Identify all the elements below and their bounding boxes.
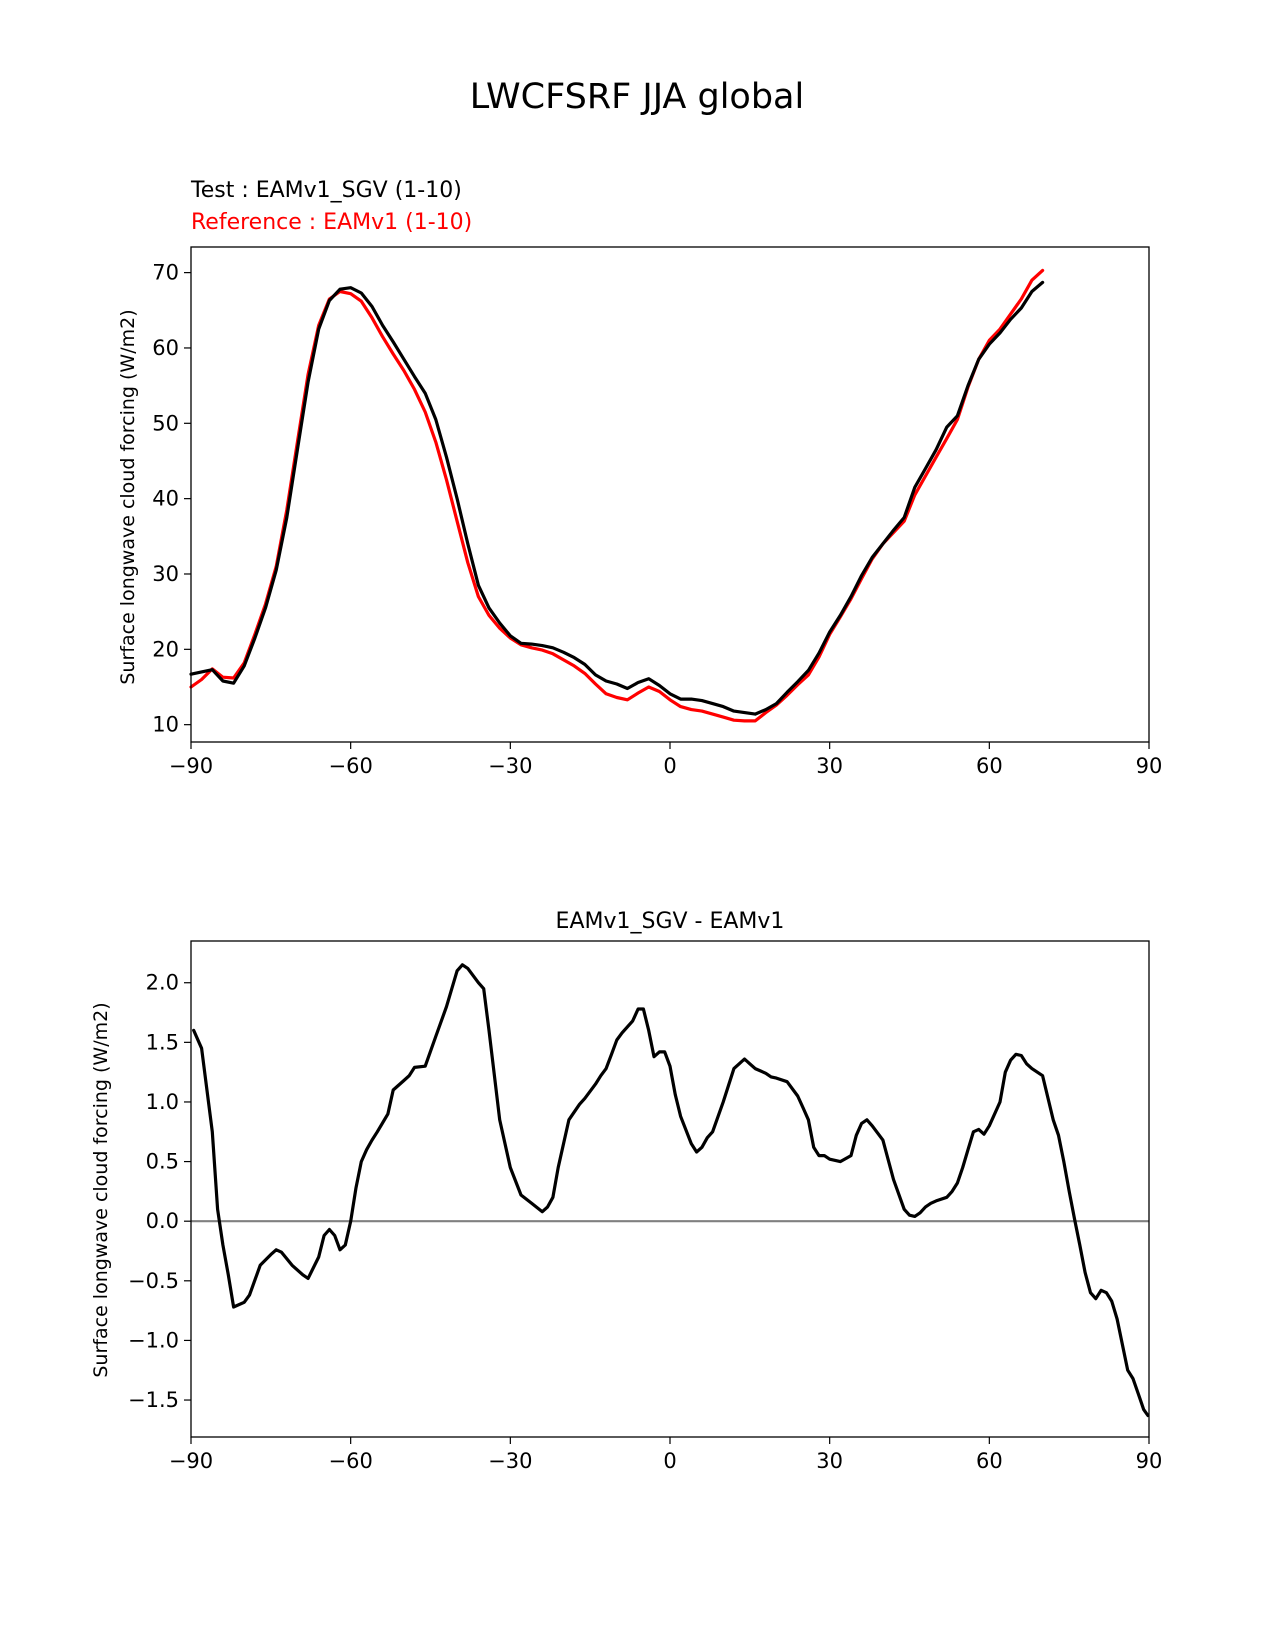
bottom-chart-x-tick-label: 0 xyxy=(663,1449,676,1473)
bottom-chart-y-tick-label: 0.0 xyxy=(146,1209,179,1233)
bottom-chart-y-tick-label: 0.5 xyxy=(146,1150,179,1174)
top-chart-y-tick-label: 20 xyxy=(152,637,179,661)
top-chart-x-tick-label: 30 xyxy=(816,754,843,778)
bottom-chart-y-tick-label: −1.5 xyxy=(128,1388,179,1412)
bottom-chart-x-tick-label: 30 xyxy=(816,1449,843,1473)
bottom-chart-x-tick-label: 90 xyxy=(1136,1449,1163,1473)
bottom-chart-y-tick-label: 1.0 xyxy=(146,1090,179,1114)
top-chart-lines xyxy=(189,268,1045,723)
figure-suptitle: LWCFSRF JJA global xyxy=(470,77,804,117)
bottom-chart-y-tick-label: −0.5 xyxy=(128,1269,179,1293)
bottom-chart-x-tick-label: −90 xyxy=(169,1449,213,1473)
bottom-chart-y-tick-label: −1.0 xyxy=(128,1328,179,1352)
bottom-chart-y-axis-label: Surface longwave cloud forcing (W/m2) xyxy=(90,1002,112,1377)
bottom-chart-x-tick-label: −30 xyxy=(488,1449,532,1473)
top-chart-series-line-b xyxy=(189,280,1045,716)
top-chart-x-tick-label: 90 xyxy=(1136,754,1163,778)
top-chart-x-tick-label: 60 xyxy=(976,754,1003,778)
bottom-chart-y-tick-label: 2.0 xyxy=(146,971,179,995)
top-chart: Test : EAMv1_SGV (1-10) Reference : EAMv… xyxy=(117,178,1162,778)
top-chart-test-title: Test : EAMv1_SGV (1-10) xyxy=(190,178,462,203)
top-chart-x-tick-label: 0 xyxy=(663,754,676,778)
bottom-chart-y-tick-label: 1.5 xyxy=(146,1030,179,1054)
top-chart-reference-title: Reference : EAMv1 (1-10) xyxy=(191,210,472,235)
bottom-chart-series-line-a xyxy=(192,963,1150,1418)
bottom-chart-title: EAMv1_SGV - EAMv1 xyxy=(556,909,785,934)
top-chart-plot-frame xyxy=(190,246,1150,743)
top-chart-y-axis-label: Surface longwave cloud forcing (W/m2) xyxy=(117,309,139,684)
bottom-chart-plot-frame xyxy=(190,940,1150,1438)
top-chart-y-tick-label: 70 xyxy=(152,261,179,285)
top-chart-ticks: −90 −60 −30 0 30 60 90 10 20 30 40 50 60 70 xyxy=(152,261,1162,778)
bottom-chart-x-tick-label: −60 xyxy=(329,1449,373,1473)
top-chart-x-tick-label: −60 xyxy=(329,754,373,778)
top-chart-y-tick-label: 30 xyxy=(152,562,179,586)
bottom-chart: EAMv1_SGV - EAMv1 Surface longwave cloud… xyxy=(90,909,1162,1473)
top-chart-y-tick-label: 40 xyxy=(152,487,179,511)
top-chart-x-tick-label: −90 xyxy=(169,754,213,778)
top-chart-y-tick-label: 10 xyxy=(152,713,179,737)
top-chart-y-tick-label: 60 xyxy=(152,336,179,360)
bottom-chart-ticks: −90 −60 −30 0 30 60 90 −1.5 −1.0 −0.5 0.0 0.5 1.0 1.5… xyxy=(128,971,1162,1473)
bottom-chart-lines xyxy=(191,963,1150,1418)
bottom-chart-x-tick-label: 60 xyxy=(976,1449,1003,1473)
top-chart-x-tick-label: −30 xyxy=(488,754,532,778)
top-chart-y-tick-label: 50 xyxy=(152,411,179,435)
